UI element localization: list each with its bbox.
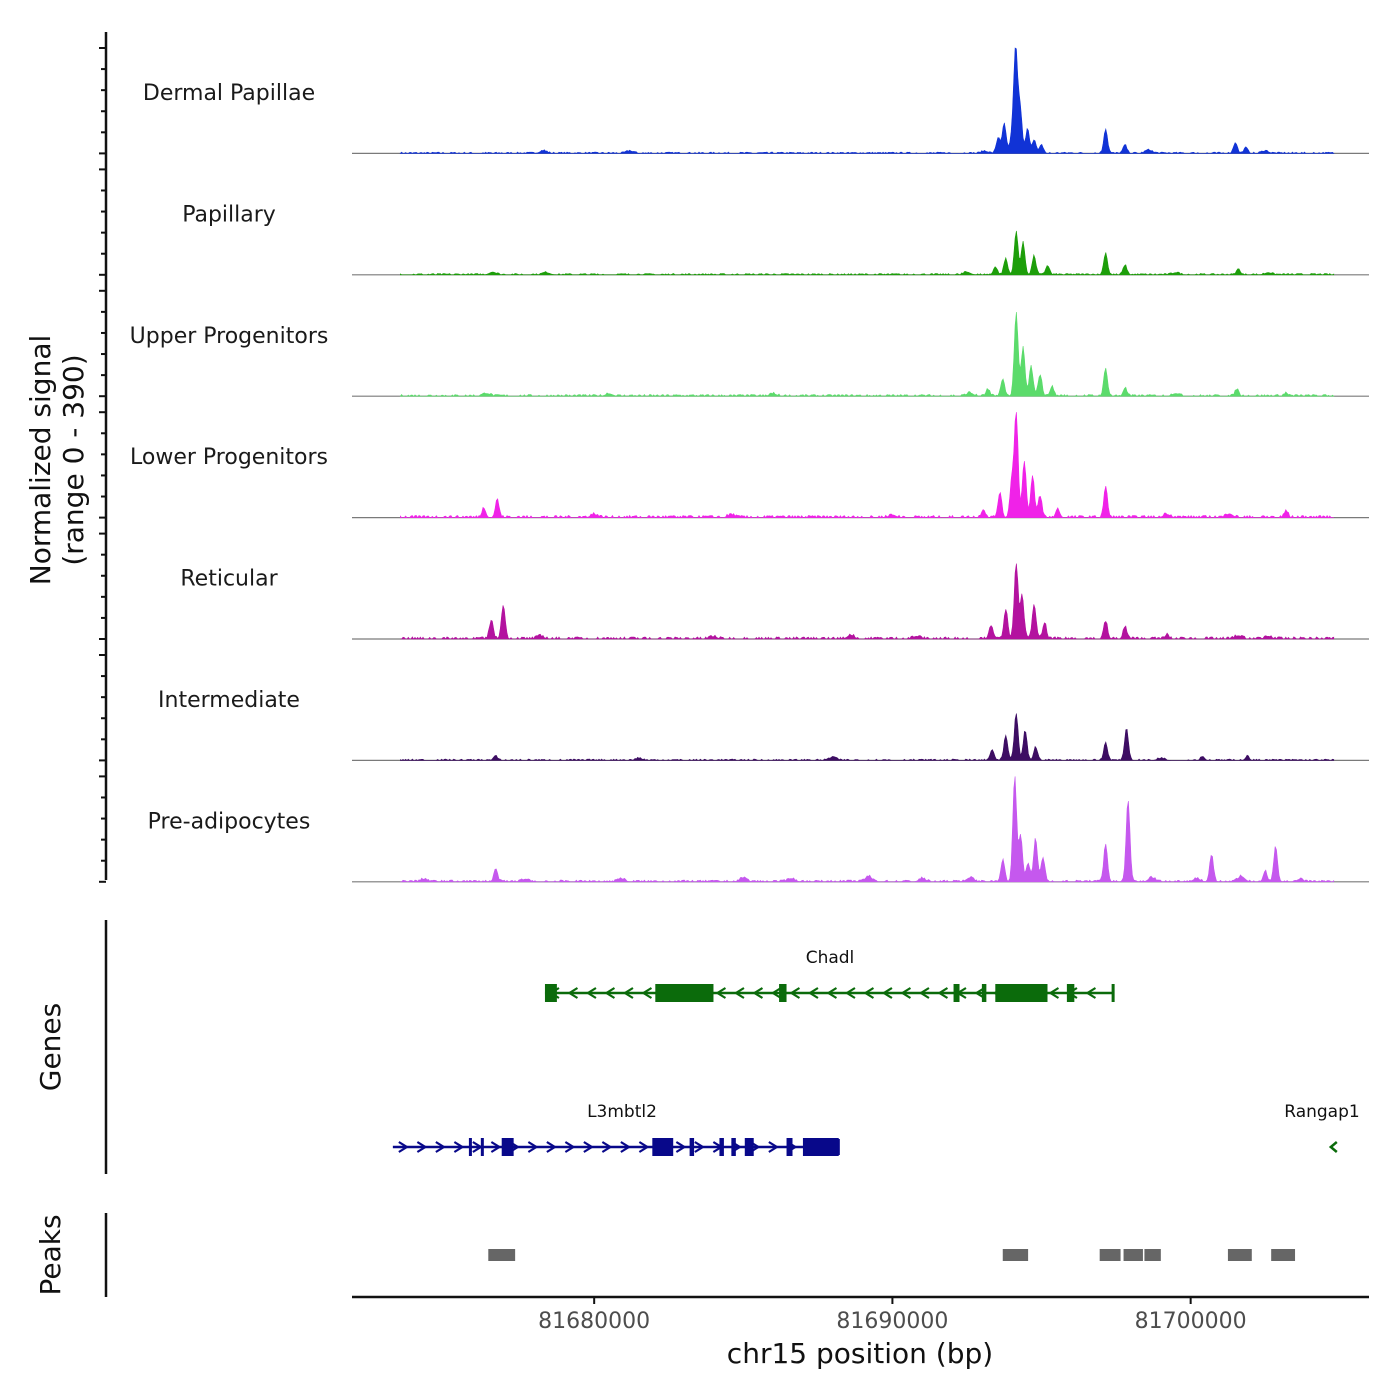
gene-model bbox=[392, 1138, 840, 1156]
peaks-panel-title: Peaks bbox=[34, 1214, 67, 1295]
strand-chevron bbox=[604, 987, 616, 999]
strand-chevron bbox=[733, 987, 745, 999]
gene-exon bbox=[652, 1138, 674, 1156]
gene-exon bbox=[689, 1138, 695, 1156]
strand-chevron bbox=[620, 1141, 631, 1153]
strand-chevron bbox=[527, 1141, 539, 1153]
gene-model bbox=[1328, 1141, 1338, 1153]
y-axis-title-line1: Normalized signal bbox=[24, 335, 57, 586]
gene-exon bbox=[995, 984, 1048, 1002]
strand-chevron bbox=[715, 987, 727, 999]
y-axis-title: Normalized signal (range 0 - 390) bbox=[24, 335, 90, 586]
gene-exon bbox=[802, 1138, 839, 1156]
track-label: Dermal Papillae bbox=[143, 81, 315, 106]
gene-exon bbox=[655, 984, 714, 1002]
gene-exon bbox=[731, 1138, 736, 1156]
strand-chevron bbox=[974, 987, 986, 999]
track-label: Papillary bbox=[182, 202, 276, 227]
genes-panel-title: Genes bbox=[34, 1003, 67, 1091]
track-label: Intermediate bbox=[158, 688, 300, 713]
strand-chevron bbox=[583, 1141, 594, 1153]
strand-chevron bbox=[1048, 987, 1060, 999]
x-axis-title: chr15 position (bp) bbox=[727, 1337, 993, 1370]
peak-region bbox=[488, 1249, 516, 1261]
gene-exon bbox=[468, 1138, 472, 1156]
strand-chevron bbox=[1085, 987, 1097, 999]
track-label: Lower Progenitors bbox=[130, 445, 328, 470]
signal-area bbox=[400, 713, 1335, 761]
strand-chevron bbox=[770, 987, 782, 999]
x-tick-label: 81700000 bbox=[1135, 1309, 1247, 1334]
gene-exon bbox=[1066, 984, 1075, 1002]
signal-area bbox=[400, 412, 1334, 519]
track-label: Reticular bbox=[180, 567, 278, 592]
strand-chevron bbox=[752, 987, 764, 999]
peak-region bbox=[1123, 1249, 1143, 1261]
strand-chevron bbox=[844, 987, 856, 999]
strand-chevron bbox=[694, 1141, 705, 1153]
strand-chevron bbox=[937, 987, 949, 999]
strand-chevron bbox=[622, 987, 634, 999]
strand-chevron bbox=[1328, 1141, 1338, 1153]
peak-region bbox=[1144, 1249, 1161, 1261]
peak-region bbox=[1099, 1249, 1121, 1261]
strand-chevron bbox=[807, 987, 819, 999]
strand-chevron bbox=[863, 987, 875, 999]
coverage-y-ticks bbox=[99, 47, 106, 883]
x-tick-label: 81690000 bbox=[836, 1309, 948, 1334]
gene-exon bbox=[480, 1138, 484, 1156]
strand-chevron bbox=[546, 1141, 557, 1153]
gene-exon bbox=[953, 984, 960, 1002]
signal-area bbox=[400, 230, 1335, 276]
signal-area bbox=[399, 311, 1335, 397]
x-axis-ticks: 81680000 81690000 81700000 bbox=[538, 1297, 1247, 1334]
strand-chevron bbox=[453, 1141, 465, 1153]
strand-chevron bbox=[768, 1141, 779, 1153]
peak-region bbox=[1227, 1249, 1252, 1261]
peak-regions bbox=[488, 1249, 1296, 1261]
strand-chevron bbox=[638, 1141, 650, 1153]
gene-label: Rangap1 bbox=[1284, 1102, 1359, 1122]
gene-exon bbox=[981, 984, 987, 1002]
gene-exon bbox=[744, 1138, 754, 1156]
strand-chevron bbox=[416, 1141, 428, 1153]
signal-area bbox=[400, 776, 1335, 883]
strand-chevron bbox=[900, 987, 912, 999]
gene-exon bbox=[1111, 984, 1115, 1002]
gene-label: L3mbtl2 bbox=[587, 1102, 657, 1122]
strand-chevron bbox=[881, 987, 893, 999]
signal-area bbox=[399, 47, 1335, 154]
coverage-tracks: Dermal Papillae Papillary Upper Progenitor… bbox=[130, 47, 1369, 883]
gene-exon bbox=[544, 984, 557, 1002]
gene-exon bbox=[779, 984, 787, 1002]
gene-model bbox=[544, 984, 1115, 1002]
strand-chevron bbox=[918, 987, 930, 999]
strand-chevron bbox=[826, 987, 838, 999]
signal-area bbox=[400, 563, 1335, 640]
y-axis-title-line2: (range 0 - 390) bbox=[57, 354, 90, 565]
strand-chevron bbox=[490, 1141, 502, 1153]
strand-chevron bbox=[675, 1141, 687, 1153]
strand-chevron bbox=[398, 1141, 409, 1153]
x-tick-label: 81680000 bbox=[538, 1309, 650, 1334]
gene-exon bbox=[719, 1138, 724, 1156]
strand-chevron bbox=[564, 1141, 576, 1153]
strand-chevron bbox=[789, 987, 801, 999]
strand-chevron bbox=[567, 987, 579, 999]
strand-chevron bbox=[641, 987, 653, 999]
strand-chevron bbox=[585, 987, 597, 999]
gene-exon bbox=[786, 1138, 793, 1156]
peak-region bbox=[1002, 1249, 1029, 1261]
gene-annotations: Chadl L3mbtl2 Rangap1 bbox=[392, 948, 1360, 1156]
strand-chevron bbox=[601, 1141, 613, 1153]
track-label: Pre-adipocytes bbox=[148, 809, 311, 834]
track-label: Upper Progenitors bbox=[130, 324, 329, 349]
peak-region bbox=[1271, 1249, 1296, 1261]
gene-exon bbox=[501, 1138, 514, 1156]
strand-chevron bbox=[435, 1141, 446, 1153]
gene-label: Chadl bbox=[806, 948, 855, 968]
